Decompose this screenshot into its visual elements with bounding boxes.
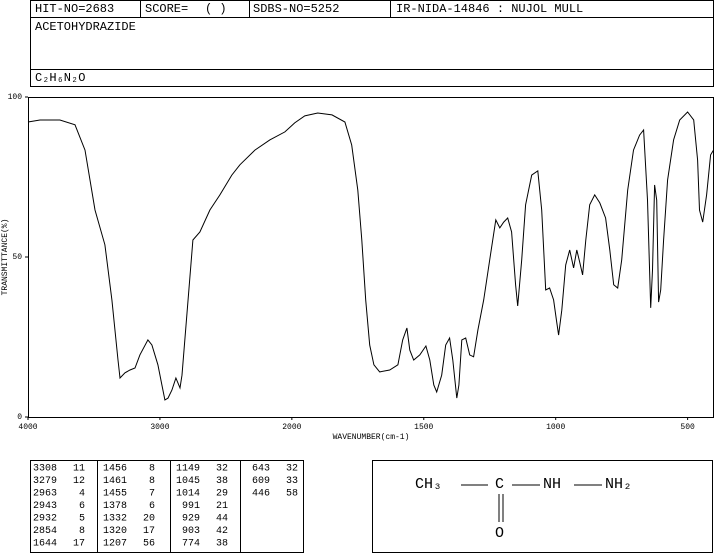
- peak-transmittance: 21: [216, 501, 228, 512]
- peak-transmittance: 5: [79, 514, 85, 525]
- structure-c: C: [495, 476, 504, 493]
- peak-wavenumber: 1332: [103, 514, 127, 525]
- peak-wavenumber: 1456: [103, 464, 127, 475]
- peak-wavenumber: 1045: [176, 476, 200, 487]
- peak-transmittance: 20: [143, 514, 155, 525]
- peak-transmittance: 6: [149, 501, 155, 512]
- peak-wavenumber: 1014: [176, 489, 200, 500]
- hit-no: HIT-NO=2683: [35, 2, 114, 16]
- peak-transmittance: 4: [79, 489, 85, 500]
- peak-transmittance: 32: [216, 464, 228, 475]
- peak-wavenumber: 446: [252, 489, 270, 500]
- peak-transmittance: 32: [286, 464, 298, 475]
- peak-transmittance: 8: [79, 526, 85, 537]
- x-tick-label: 1500: [414, 423, 433, 432]
- peak-wavenumber: 929: [182, 514, 200, 525]
- peak-wavenumber: 1320: [103, 526, 127, 537]
- x-tick-label: 1000: [546, 423, 565, 432]
- peak-transmittance: 12: [73, 476, 85, 487]
- peak-transmittance: 38: [216, 539, 228, 550]
- peak-wavenumber: 991: [182, 501, 200, 512]
- structure-o: O: [495, 525, 504, 542]
- peak-wavenumber: 1644: [33, 539, 57, 550]
- y-axis-label: TRANSMITTANCE(%): [1, 219, 10, 296]
- spectrum-line: [27, 111, 714, 401]
- peak-transmittance: 42: [216, 526, 228, 537]
- peak-wavenumber: 774: [182, 539, 200, 550]
- method: IR-NIDA-14846 : NUJOL MULL: [396, 2, 583, 16]
- peak-transmittance: 33: [286, 476, 298, 487]
- score-value: ( ): [205, 2, 227, 16]
- peak-transmittance: 6: [79, 501, 85, 512]
- peak-transmittance: 56: [143, 539, 155, 550]
- structure-nh: NH: [543, 476, 561, 493]
- compound-name: ACETOHYDRAZIDE: [35, 20, 136, 34]
- peak-transmittance: 29: [216, 489, 228, 500]
- structure-nh2: NH₂: [605, 476, 632, 493]
- peak-transmittance: 44: [216, 514, 228, 525]
- peak-wavenumber: 1378: [103, 501, 127, 512]
- formula: C₂H₆N₂O: [35, 71, 85, 85]
- peak-wavenumber: 903: [182, 526, 200, 537]
- peak-transmittance: 58: [286, 489, 298, 500]
- score-label: SCORE=: [145, 2, 188, 16]
- peak-wavenumber: 2854: [33, 526, 57, 537]
- peak-wavenumber: 3279: [33, 476, 57, 487]
- peak-wavenumber: 3308: [33, 464, 57, 475]
- sdbs-no: SDBS-NO=5252: [253, 2, 339, 16]
- peak-wavenumber: 2943: [33, 501, 57, 512]
- plot-frame: [28, 97, 714, 418]
- peak-transmittance: 11: [73, 464, 85, 475]
- structure-box: [372, 460, 713, 553]
- peak-transmittance: 7: [149, 489, 155, 500]
- y-tick-label: 100: [8, 93, 23, 102]
- y-tick-label: 50: [12, 253, 22, 262]
- peak-transmittance: 17: [73, 539, 85, 550]
- peak-transmittance: 8: [149, 476, 155, 487]
- peak-wavenumber: 1461: [103, 476, 127, 487]
- peak-wavenumber: 2932: [33, 514, 57, 525]
- x-axis-label: WAVENUMBER(cm-1): [333, 433, 410, 442]
- header-box: [30, 0, 714, 87]
- peak-wavenumber: 1149: [176, 464, 200, 475]
- peak-wavenumber: 1207: [103, 539, 127, 550]
- peak-transmittance: 38: [216, 476, 228, 487]
- peak-wavenumber: 2963: [33, 489, 57, 500]
- peak-transmittance: 17: [143, 526, 155, 537]
- structure-ch3: CH₃: [415, 476, 442, 493]
- peak-transmittance: 8: [149, 464, 155, 475]
- peak-wavenumber: 643: [252, 464, 270, 475]
- y-tick-label: 0: [17, 413, 22, 422]
- x-tick-label: 3000: [150, 423, 169, 432]
- x-tick-label: 2000: [282, 423, 301, 432]
- x-tick-label: 4000: [18, 423, 37, 432]
- peak-wavenumber: 609: [252, 476, 270, 487]
- peak-wavenumber: 1455: [103, 489, 127, 500]
- x-tick-label: 500: [680, 423, 695, 432]
